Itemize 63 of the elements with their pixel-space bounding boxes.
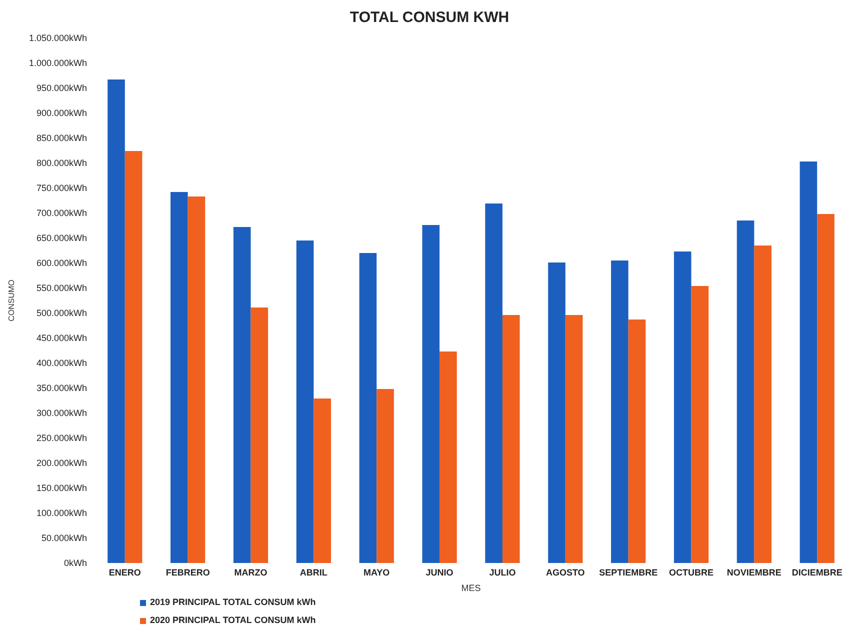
- y-tick-label: 900.000kWh: [36, 108, 87, 118]
- y-tick-label: 1.000.000kWh: [28, 58, 87, 68]
- y-tick-label: 950.000kWh: [36, 82, 87, 93]
- bar: [485, 204, 502, 563]
- x-axis-title: MES: [461, 583, 481, 593]
- y-tick-label: 650.000kWh: [36, 232, 87, 243]
- y-tick-label: 700.000kWh: [36, 208, 87, 218]
- x-tick-label: FEBRERO: [166, 567, 210, 578]
- y-tick-label: 300.000kWh: [36, 408, 87, 418]
- bar: [359, 253, 377, 563]
- bar: [691, 286, 709, 563]
- y-axis-title: CONSUMO: [7, 280, 16, 322]
- bar: [233, 227, 251, 563]
- bar: [800, 162, 818, 563]
- y-tick-label: 0kWh: [64, 558, 87, 568]
- y-tick-label: 400.000kWh: [36, 358, 87, 368]
- y-tick-label: 550.000kWh: [36, 282, 87, 293]
- bar: [188, 196, 206, 563]
- y-tick-label: 250.000kWh: [36, 432, 87, 443]
- x-tick-label: NOVIEMBRE: [726, 567, 782, 578]
- y-tick-label: 1.050.000kWh: [28, 32, 87, 43]
- bar: [754, 246, 772, 563]
- y-tick-label: 750.000kWh: [36, 182, 87, 193]
- bar: [611, 260, 628, 563]
- bar: [296, 240, 314, 563]
- bar: [440, 352, 457, 563]
- y-tick-label: 850.000kWh: [36, 132, 87, 143]
- bar: [548, 262, 566, 563]
- bar: [736, 220, 754, 563]
- y-tick-label: 800.000kWh: [36, 158, 87, 168]
- y-tick-label: 450.000kWh: [36, 332, 87, 343]
- y-tick-label: 100.000kWh: [36, 508, 87, 518]
- y-tick-label: 200.000kWh: [36, 458, 87, 468]
- x-tick-label: OCTUBRE: [669, 567, 714, 578]
- x-tick-label: MAYO: [364, 567, 390, 578]
- legend-label: 2020 PRINCIPAL TOTAL CONSUM kWh: [150, 615, 316, 625]
- y-tick-label: 50.000kWh: [41, 532, 87, 543]
- bar: [250, 308, 268, 563]
- y-tick-label: 500.000kWh: [36, 308, 87, 318]
- x-tick-label: DICIEMBRE: [792, 567, 842, 578]
- bar: [817, 214, 834, 563]
- x-tick-label: ENERO: [108, 567, 141, 578]
- x-tick-label: ABRIL: [300, 567, 328, 578]
- y-tick-label: 150.000kWh: [36, 482, 87, 493]
- bar: [108, 80, 125, 563]
- y-tick-label: 600.000kWh: [36, 258, 87, 268]
- bar: [170, 192, 188, 563]
- bar: [628, 320, 646, 563]
- x-tick-label: MARZO: [234, 567, 268, 578]
- bar: [314, 398, 331, 563]
- bar: [565, 315, 583, 563]
- bar: [124, 151, 142, 563]
- bar: [422, 225, 440, 563]
- bar: [674, 252, 692, 563]
- x-tick-label: JULIO: [489, 567, 516, 578]
- x-tick-label: JUNIO: [426, 567, 454, 578]
- legend-label: 2019 PRINCIPAL TOTAL CONSUM kWh: [150, 597, 316, 607]
- y-tick-label: 350.000kWh: [36, 382, 87, 393]
- bar: [376, 389, 394, 563]
- chart-title: TOTAL CONSUM KWH: [350, 9, 510, 26]
- x-tick-label: SEPTIEMBRE: [599, 567, 658, 578]
- x-tick-label: AGOSTO: [546, 567, 585, 578]
- bar: [502, 315, 520, 563]
